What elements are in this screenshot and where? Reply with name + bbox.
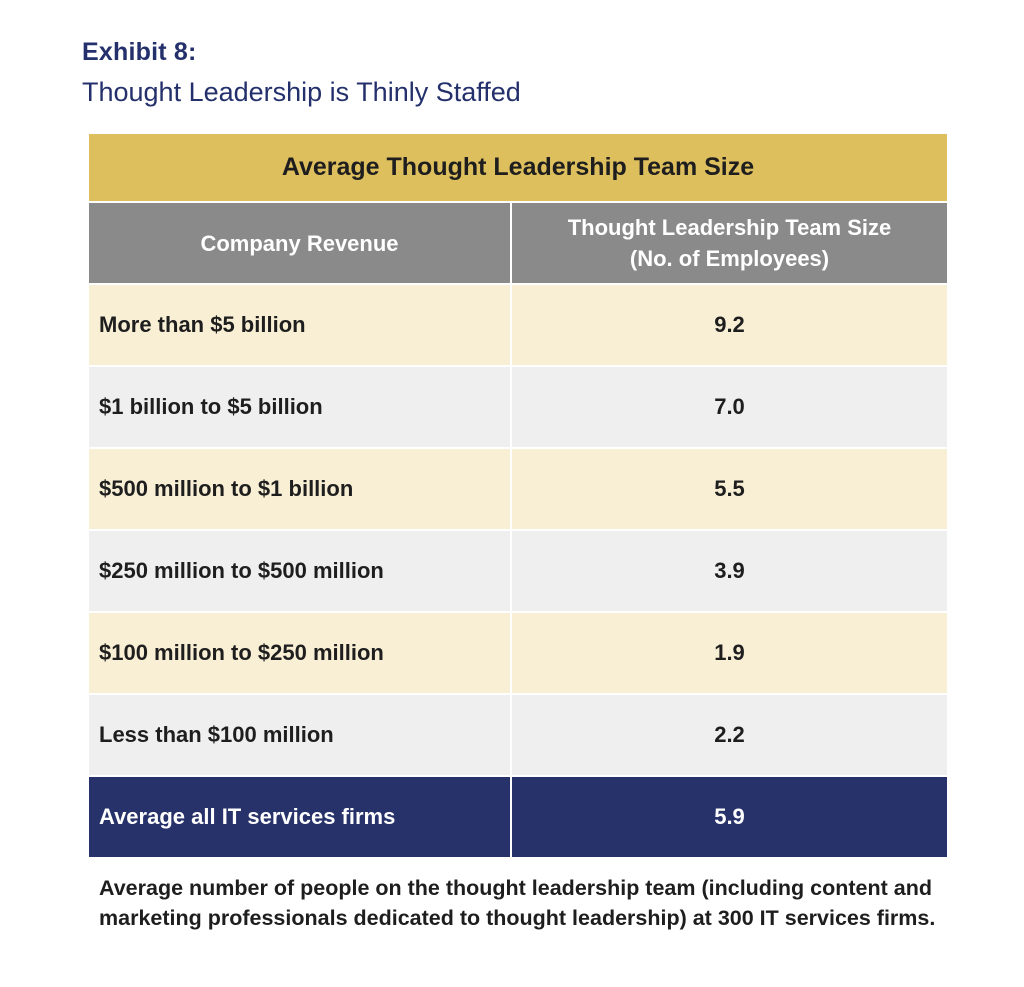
revenue-cell: More than $5 billion — [89, 284, 512, 367]
size-cell: 2.2 — [511, 694, 947, 777]
size-cell: 5.5 — [511, 448, 947, 531]
header-team-size: Thought Leadership Team Size (No. of Emp… — [511, 203, 947, 285]
table-row: $250 million to $500 million 3.9 — [89, 530, 947, 613]
header-row: Company Revenue Thought Leadership Team … — [89, 203, 947, 285]
revenue-cell: $250 million to $500 million — [89, 530, 512, 613]
exhibit-label: Exhibit 8: — [82, 38, 197, 66]
size-cell: 3.9 — [511, 530, 947, 613]
total-size-cell: 5.9 — [511, 776, 947, 857]
size-cell: 1.9 — [511, 612, 947, 695]
exhibit-subtitle: Thought Leadership is Thinly Staffed — [82, 77, 521, 107]
table-row: $500 million to $1 billion 5.5 — [89, 448, 947, 531]
revenue-cell: $100 million to $250 million — [89, 612, 512, 695]
header-company-revenue: Company Revenue — [89, 203, 512, 285]
header-team-size-line1: Thought Leadership Team Size — [567, 215, 892, 240]
table-title: Average Thought Leadership Team Size — [89, 134, 947, 203]
revenue-cell: $500 million to $1 billion — [89, 448, 512, 531]
header-team-size-line2: (No. of Employees) — [629, 246, 830, 271]
data-table: Company Revenue Thought Leadership Team … — [89, 203, 947, 857]
size-cell: 9.2 — [511, 284, 947, 367]
footnote: Average number of people on the thought … — [99, 876, 936, 930]
table-row: $100 million to $250 million 1.9 — [89, 612, 947, 695]
table-row: More than $5 billion 9.2 — [89, 284, 947, 367]
team-size-table: Average Thought Leadership Team Size Com… — [89, 134, 947, 857]
table-row: Less than $100 million 2.2 — [89, 694, 947, 777]
revenue-cell: $1 billion to $5 billion — [89, 366, 512, 449]
revenue-cell: Less than $100 million — [89, 694, 512, 777]
total-revenue-cell: Average all IT services firms — [89, 776, 512, 857]
size-cell: 7.0 — [511, 366, 947, 449]
table-row: $1 billion to $5 billion 7.0 — [89, 366, 947, 449]
total-row: Average all IT services firms 5.9 — [89, 776, 947, 857]
